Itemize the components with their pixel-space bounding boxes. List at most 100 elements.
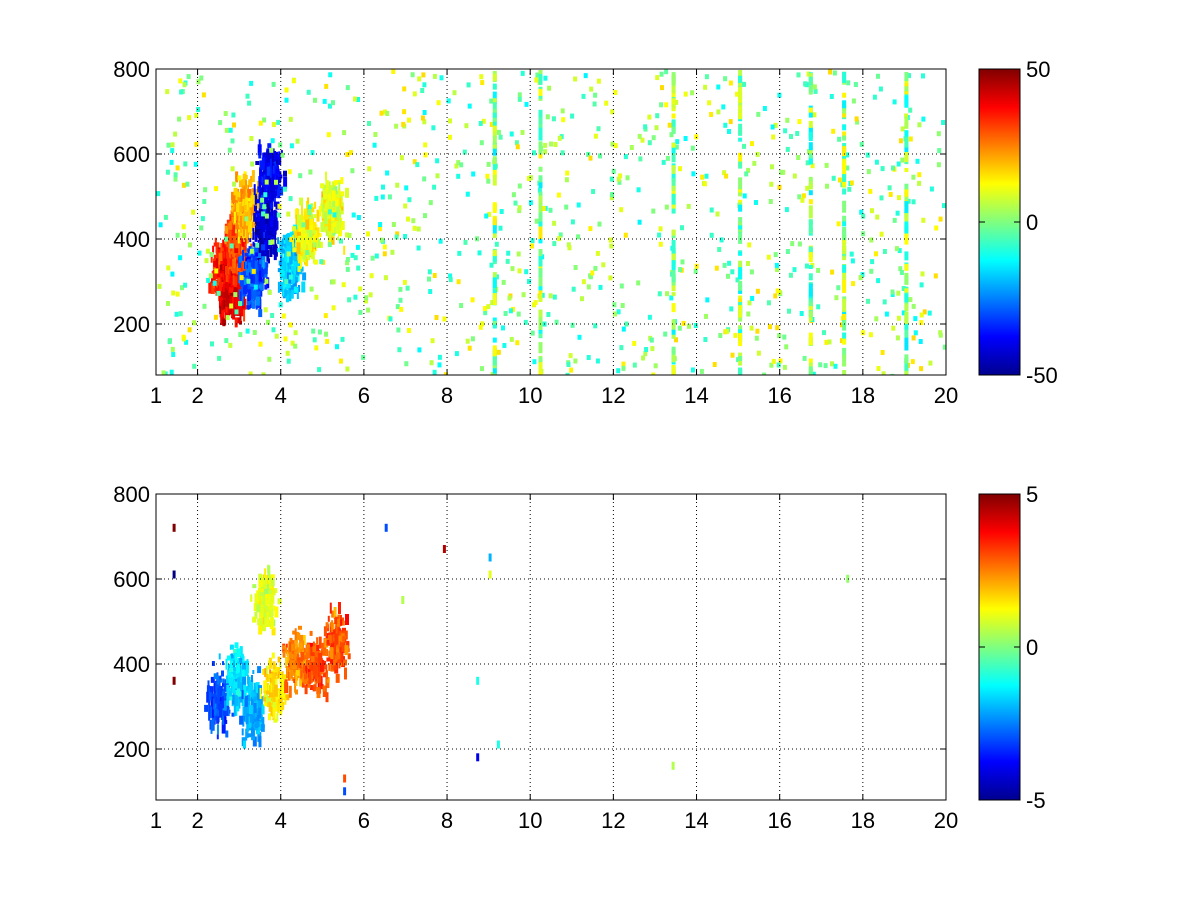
heatmap-cell	[257, 253, 261, 258]
heatmap-cell	[243, 740, 246, 749]
heatmap-cell	[226, 705, 230, 710]
heatmap-cell	[347, 233, 352, 238]
heatmap-cell	[267, 143, 272, 149]
heatmap-cell	[331, 610, 336, 618]
heatmap-cell	[311, 328, 316, 334]
heatmap-cell	[842, 279, 847, 293]
heatmap-cell	[248, 705, 253, 715]
heatmap-cell	[545, 114, 550, 120]
heatmap-cell	[479, 74, 484, 80]
heatmap-cell	[700, 174, 705, 180]
heatmap-cell	[533, 300, 538, 306]
heatmap-cell	[255, 227, 260, 235]
heatmap-cell	[517, 268, 522, 274]
heatmap-cell	[319, 659, 324, 672]
heatmap-cell	[782, 364, 787, 370]
heatmap-cell	[353, 96, 357, 102]
heatmap-cell	[257, 600, 260, 608]
heatmap-cell	[238, 209, 243, 222]
heatmap-cell	[258, 139, 261, 148]
heatmap-cell	[245, 328, 250, 334]
heatmap-cell	[258, 176, 262, 189]
heatmap-cell	[492, 220, 497, 234]
heatmap-cell	[678, 166, 682, 172]
heatmap-cell	[166, 142, 171, 148]
heatmap-cell	[234, 695, 239, 707]
heatmap-cell	[222, 284, 225, 293]
heatmap-cell	[161, 370, 166, 375]
heatmap-cell	[233, 257, 236, 269]
heatmap-cell	[300, 652, 305, 660]
heatmap-cell	[508, 308, 513, 314]
heatmap-cell	[252, 689, 255, 694]
heatmap-cell	[570, 322, 575, 328]
heatmap-cell	[573, 76, 578, 82]
heatmap-cell	[394, 123, 399, 129]
heatmap-cell	[604, 100, 609, 106]
heatmap-cell	[324, 83, 329, 89]
heatmap-cell	[691, 171, 696, 177]
heatmap-cell	[492, 167, 497, 178]
heatmap-cell	[492, 357, 497, 366]
heatmap-cell	[904, 354, 909, 364]
heatmap-cell	[251, 675, 253, 682]
heatmap-cell	[283, 170, 287, 177]
heatmap-cell	[246, 720, 250, 732]
heatmap-cell	[895, 335, 900, 341]
heatmap-cell	[288, 257, 291, 266]
heatmap-cell	[790, 241, 795, 247]
heatmap-cell	[768, 199, 773, 204]
heatmap-cell	[247, 702, 251, 707]
heatmap-cell	[861, 213, 866, 219]
heatmap-cell	[287, 252, 290, 263]
heatmap-cell	[216, 290, 221, 296]
heatmap-cell	[250, 207, 254, 216]
heatmap-cell	[229, 660, 233, 668]
heatmap-cell	[182, 82, 187, 88]
heatmap-cell	[260, 208, 263, 213]
heatmap-cell	[738, 192, 743, 197]
heatmap-cell	[422, 119, 427, 125]
heatmap-cell	[235, 682, 239, 695]
heatmap-cell	[186, 74, 191, 80]
heatmap-cell	[285, 350, 290, 356]
heatmap-cell	[225, 266, 227, 275]
heatmap-cell	[328, 219, 331, 232]
heatmap-cell	[658, 241, 663, 247]
heatmap-cell	[880, 350, 885, 355]
heatmap-cell	[312, 641, 315, 649]
heatmap-cell	[770, 124, 775, 130]
heatmap-cell	[842, 100, 847, 109]
heatmap-cell	[274, 666, 279, 674]
heatmap-cell	[911, 199, 916, 205]
heatmap-cell	[181, 224, 186, 230]
heatmap-cell	[277, 281, 280, 293]
heatmap-cell	[619, 345, 624, 351]
heatmap-cell	[483, 306, 487, 311]
heatmap-cell	[289, 237, 294, 243]
heatmap-cell	[300, 670, 303, 680]
heatmap-cell	[275, 702, 278, 712]
heatmap-cell	[367, 121, 371, 126]
heatmap-cell	[778, 358, 783, 364]
heatmap-cell	[904, 318, 909, 330]
heatmap-cell	[233, 681, 238, 689]
heatmap-cell	[235, 663, 240, 674]
heatmap-cell	[910, 359, 915, 365]
heatmap-cell	[313, 214, 317, 219]
heatmap-cell	[465, 338, 470, 344]
heatmap-cell	[705, 297, 710, 303]
heatmap-cell	[492, 130, 497, 139]
heatmap-cell	[316, 637, 319, 645]
heatmap-cell	[671, 173, 676, 183]
heatmap-cell	[538, 70, 543, 75]
heatmap-cell	[904, 113, 909, 119]
heatmap-cell	[243, 309, 246, 322]
heatmap-cell	[271, 81, 276, 87]
heatmap-cell	[866, 169, 871, 175]
x-tick-label: 6	[358, 383, 370, 408]
heatmap-cell	[221, 721, 226, 734]
heatmap-cell	[251, 268, 256, 274]
heatmap-cell	[327, 103, 332, 109]
